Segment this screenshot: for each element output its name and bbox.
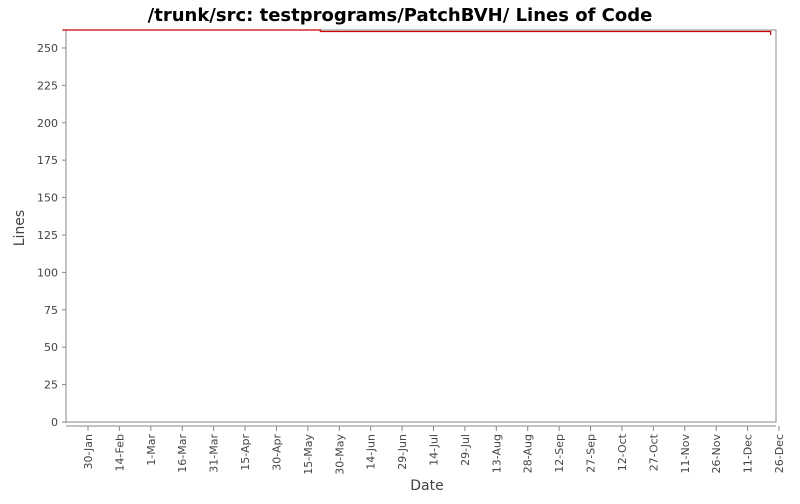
x-tick-label: 11-Nov — [679, 434, 692, 474]
x-tick-label: 1-Mar — [145, 434, 158, 466]
x-tick-label: 14-Feb — [113, 434, 126, 471]
data-point — [770, 33, 772, 36]
y-tick-label: 125 — [37, 229, 58, 242]
x-tick-label: 16-Mar — [176, 434, 189, 473]
y-tick-label: 225 — [37, 79, 58, 92]
y-tick-label: 150 — [37, 192, 58, 205]
x-tick-label: 30-May — [333, 434, 346, 475]
y-tick-label: 25 — [44, 379, 58, 392]
x-tick-label: 31-Mar — [208, 434, 221, 473]
series-layer — [62, 29, 772, 36]
x-tick-label: 14-Jul — [428, 434, 441, 466]
x-tick-label: 12-Sep — [553, 434, 566, 473]
x-tick-label: 26-Dec — [773, 434, 786, 473]
x-tick-label: 13-Aug — [490, 434, 503, 473]
y-axis-label: Lines — [12, 210, 28, 246]
x-axis-label: Date — [410, 478, 443, 494]
x-tick-label: 15-Apr — [239, 434, 252, 471]
y-tick-label: 175 — [37, 154, 58, 167]
x-tick-label: 27-Oct — [647, 433, 660, 471]
y-tick-label: 75 — [44, 304, 58, 317]
data-point — [770, 30, 772, 33]
x-tick-label: 29-Jun — [396, 434, 409, 470]
x-tick-label: 29-Jul — [459, 434, 472, 466]
y-tick-label: 200 — [37, 117, 58, 130]
x-tick-label: 28-Aug — [522, 434, 535, 473]
data-point — [62, 29, 64, 31]
x-tick-label: 27-Sep — [585, 434, 598, 473]
data-point — [319, 29, 322, 31]
x-tick-label: 12-Oct — [616, 433, 629, 471]
x-tick-label: 14-Jun — [365, 434, 378, 470]
x-axis-ticks: 30-Jan 14-Feb 1-Mar 16-Mar 31-Mar 15-Apr 30-Ap… — [82, 426, 786, 475]
y-tick-label: 0 — [51, 416, 58, 429]
x-tick-label: 30-Jan — [82, 434, 95, 470]
data-point — [319, 30, 322, 33]
chart-title: /trunk/src: testprograms/PatchBVH/ Lines… — [148, 5, 653, 26]
y-tick-label: 250 — [37, 42, 58, 55]
y-axis-ticks: 0 25 50 75 100 125 150 175 200 225 250 — [37, 42, 66, 429]
x-tick-label: 26-Nov — [710, 434, 723, 474]
plot-area — [65, 29, 777, 423]
y-tick-label: 100 — [37, 266, 58, 279]
x-tick-label: 15-May — [302, 434, 315, 475]
x-tick-label: 30-Apr — [270, 434, 283, 471]
x-tick-label: 11-Dec — [742, 434, 755, 473]
y-tick-label: 50 — [44, 341, 58, 354]
